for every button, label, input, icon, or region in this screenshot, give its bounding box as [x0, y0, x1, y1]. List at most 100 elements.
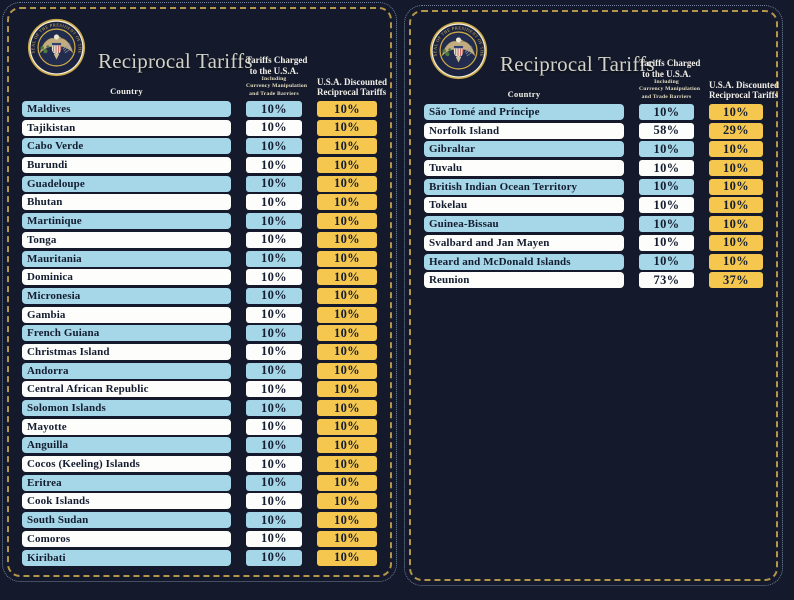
charged-cell: 10%: [246, 101, 302, 117]
charged-cell: 10%: [246, 362, 302, 379]
table-row: Central African Republic 10% 10%: [22, 381, 377, 398]
discount-cell: 10%: [317, 437, 377, 454]
charged-cell: 10%: [246, 231, 302, 248]
table-row: Norfolk Island 58% 29%: [424, 122, 763, 139]
discount-cell: 10%: [709, 178, 763, 195]
charged-cell: 10%: [246, 306, 302, 323]
table-row: French Guiana 10% 10%: [22, 325, 377, 342]
country-cell: Guinea-Bissau: [424, 216, 624, 233]
discount-cell: 10%: [709, 234, 763, 251]
column-header-charged: Tariffs Charged to the U.S.A. Including C…: [639, 57, 701, 100]
discount-cell: 10%: [317, 287, 377, 304]
discount-cell: 10%: [317, 530, 377, 547]
charged-cell: 10%: [246, 418, 302, 435]
discount-cell: 10%: [317, 343, 377, 360]
charged-cell: 10%: [246, 250, 302, 267]
country-cell: Mayotte: [22, 418, 231, 435]
charged-cell: 58%: [639, 122, 694, 139]
table-row: Guinea-Bissau 10% 10%: [424, 216, 763, 233]
country-cell: Tonga: [22, 231, 231, 248]
charged-cell: 10%: [639, 216, 694, 233]
column-header-country: Country: [110, 86, 143, 96]
presidential-seal-icon: SEAL OF THE PRESIDENT OF THE UNITED STAT…: [427, 17, 488, 80]
charged-cell: 73%: [639, 272, 694, 289]
table-row: Reunion 73% 37%: [424, 272, 763, 289]
charged-cell: 10%: [246, 157, 302, 174]
discount-cell: 10%: [317, 325, 377, 342]
country-cell: Christmas Island: [22, 343, 231, 360]
charged-cell: 10%: [246, 213, 302, 230]
table-row: Maldives 10% 10%: [22, 101, 377, 117]
table-row: South Sudan 10% 10%: [22, 512, 377, 529]
table-row: Comoros 10% 10%: [22, 530, 377, 547]
country-cell: Tokelau: [424, 197, 624, 214]
table-row: Dominica 10% 10%: [22, 269, 377, 286]
country-cell: Comoros: [22, 530, 231, 547]
table-row: Guadeloupe 10% 10%: [22, 175, 377, 192]
table-row: Tuvalu 10% 10%: [424, 160, 763, 177]
country-cell: Reunion: [424, 272, 624, 289]
charged-cell: 10%: [246, 119, 302, 136]
discount-cell: 10%: [317, 157, 377, 174]
discount-cell: 10%: [709, 104, 763, 120]
table-row: Heard and McDonald Islands 10% 10%: [424, 253, 763, 270]
discount-cell: 10%: [317, 306, 377, 323]
discount-cell: 10%: [317, 512, 377, 529]
charged-cell: 10%: [246, 194, 302, 211]
discount-cell: 37%: [709, 272, 763, 289]
charged-cell: 10%: [639, 253, 694, 270]
charged-cell: 10%: [246, 381, 302, 398]
country-cell: Tajikistan: [22, 119, 231, 136]
country-cell: South Sudan: [22, 512, 231, 529]
charged-cell: 10%: [639, 197, 694, 214]
table-row: Cocos (Keeling) Islands 10% 10%: [22, 456, 377, 473]
table-row: São Tomé and Príncipe 10% 10%: [424, 104, 763, 120]
country-cell: Cabo Verde: [22, 138, 231, 155]
presidential-seal-icon: SEAL OF THE PRESIDENT OF THE UNITED STAT…: [25, 14, 86, 77]
charged-cell: 10%: [246, 437, 302, 454]
country-cell: Solomon Islands: [22, 400, 231, 416]
table-row: Svalbard and Jan Mayen 10% 10%: [424, 234, 763, 251]
column-headers: Country Tariffs Charged to the U.S.A. Inc…: [424, 57, 779, 101]
country-cell: Anguilla: [22, 437, 231, 454]
charged-cell: 10%: [246, 400, 302, 416]
country-cell: Maldives: [22, 101, 231, 117]
panel-border: SEAL OF THE PRESIDENT OF THE UNITED STAT…: [7, 7, 392, 577]
charged-cell: 10%: [639, 141, 694, 158]
discount-cell: 10%: [317, 362, 377, 379]
table-row: Tokelau 10% 10%: [424, 197, 763, 214]
charged-cell: 10%: [246, 138, 302, 155]
charged-cell: 10%: [639, 178, 694, 195]
country-cell: French Guiana: [22, 325, 231, 342]
table-row: Mauritania 10% 10%: [22, 250, 377, 267]
country-cell: Dominica: [22, 269, 231, 286]
panel-header: SEAL OF THE PRESIDENT OF THE UNITED STAT…: [424, 12, 779, 104]
table-row: Burundi 10% 10%: [22, 157, 377, 174]
charged-cell: 10%: [246, 287, 302, 304]
table-row: Cabo Verde 10% 10%: [22, 138, 377, 155]
panel-title: Reciprocal Tariffs: [500, 52, 655, 76]
discount-cell: 10%: [317, 456, 377, 473]
discount-cell: 10%: [317, 119, 377, 136]
country-cell: Mauritania: [22, 250, 231, 267]
tariff-board-panel-2: SEAL OF THE PRESIDENT OF THE UNITED STAT…: [404, 5, 783, 586]
country-cell: Burundi: [22, 157, 231, 174]
discount-cell: 10%: [317, 474, 377, 491]
country-cell: Cocos (Keeling) Islands: [22, 456, 231, 473]
table-row: Solomon Islands 10% 10%: [22, 400, 377, 416]
country-cell: Gambia: [22, 306, 231, 323]
table-row: Cook Islands 10% 10%: [22, 493, 377, 510]
discount-cell: 10%: [317, 400, 377, 416]
discount-cell: 10%: [317, 231, 377, 248]
table-row: Gibraltar 10% 10%: [424, 141, 763, 158]
country-cell: Martinique: [22, 213, 231, 230]
country-cell: Svalbard and Jan Mayen: [424, 234, 624, 251]
country-cell: Andorra: [22, 362, 231, 379]
panel-border: SEAL OF THE PRESIDENT OF THE UNITED STAT…: [409, 10, 779, 581]
country-cell: Norfolk Island: [424, 122, 624, 139]
country-cell: Gibraltar: [424, 141, 624, 158]
table-row: Micronesia 10% 10%: [22, 287, 377, 304]
discount-cell: 10%: [709, 216, 763, 233]
table-row: British Indian Ocean Territory 10% 10%: [424, 178, 763, 195]
table-row: Tajikistan 10% 10%: [22, 119, 377, 136]
